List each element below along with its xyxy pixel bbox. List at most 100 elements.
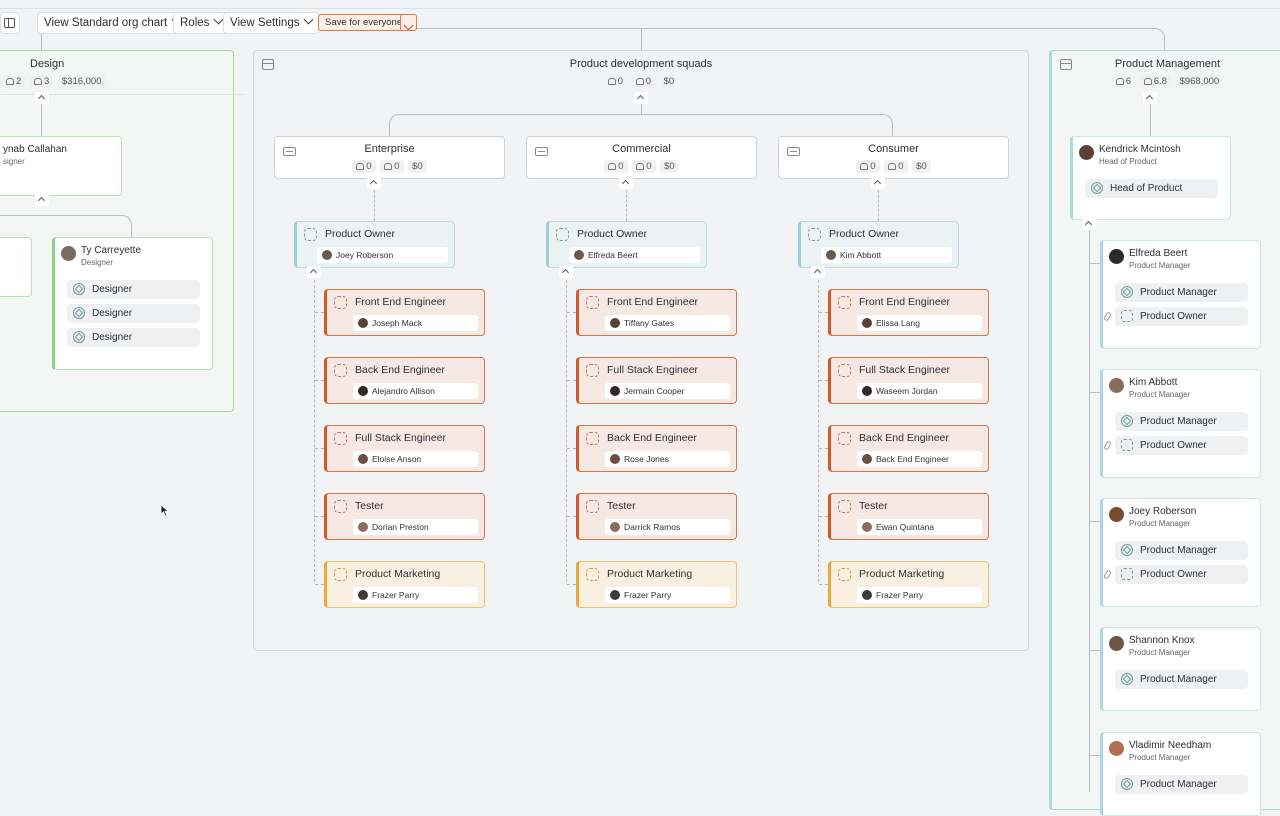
panel-icon[interactable] (1060, 59, 1072, 70)
team-2[interactable]: Consumer 0 0 $0 (778, 136, 1009, 179)
team-stats: 0 0 $0 (275, 160, 504, 173)
avatar (1109, 636, 1124, 651)
person-card-lead[interactable]: ynab Callahan signer (0, 136, 122, 196)
role-chip[interactable]: Head of Product (1085, 179, 1218, 198)
sidebar-toggle-button[interactable] (0, 12, 20, 34)
team-title: Enterprise (364, 143, 415, 155)
collapse-caret[interactable] (1082, 218, 1096, 230)
roles-dropdown[interactable]: Roles (173, 12, 230, 34)
role-chip[interactable]: Designer (67, 304, 200, 323)
role-card[interactable]: Product Marketing Frazer Parry (324, 561, 485, 608)
role-assignee[interactable]: Joey Roberson (317, 247, 448, 263)
role-assignee[interactable]: Jermain Cooper (605, 383, 730, 399)
person-card[interactable]: Joey Roberson Product Manager Product Man… (1100, 498, 1261, 607)
role-card-product-owner[interactable]: Product Owner Elfreda Beert (546, 221, 707, 268)
roles-label: Roles (180, 17, 210, 29)
role-icon (586, 364, 599, 377)
role-assignee[interactable]: Back End Engineer (857, 451, 982, 467)
role-card[interactable]: Back End Engineer Rose Jones (576, 425, 737, 472)
paperclip-icon (1103, 569, 1112, 580)
view-org-chart-dropdown[interactable]: View Standard org chart (37, 12, 188, 34)
connector (641, 104, 642, 114)
role-card[interactable]: Back End Engineer Alejandro Allison (324, 357, 485, 404)
view-settings-dropdown[interactable]: View Settings (223, 12, 320, 34)
role-chip[interactable]: Product Manager (1115, 670, 1248, 689)
role-card[interactable]: Product Marketing Frazer Parry (576, 561, 737, 608)
role-assignee[interactable]: Frazer Parry (605, 587, 730, 603)
role-card[interactable]: Full Stack Engineer Waseem Jordan (828, 357, 989, 404)
role-card[interactable]: Product Marketing Frazer Parry (828, 561, 989, 608)
collapse-caret[interactable] (619, 177, 633, 189)
role-chip[interactable]: Product Manager (1115, 283, 1248, 302)
person-card-partial[interactable] (0, 237, 32, 297)
collapse-icon[interactable] (787, 147, 800, 156)
role-card[interactable]: Tester Ewan Quintana (828, 493, 989, 540)
role-card[interactable]: Full Stack Engineer Eloise Anson (324, 425, 485, 472)
role-card[interactable]: Back End Engineer Back End Engineer (828, 425, 989, 472)
connector (1140, 28, 1165, 50)
role-chip[interactable]: Product Owner (1103, 307, 1248, 326)
role-assignee[interactable]: Rose Jones (605, 451, 730, 467)
role-assignee[interactable]: Darrick Ramos (605, 519, 730, 535)
role-card[interactable]: Front End Engineer Tiffany Gates (576, 289, 737, 336)
person-card-kendrick-mcintosh[interactable]: Kendrick Mcintosh Head of Product Head o… (1070, 136, 1231, 220)
person-card[interactable]: Vladimir Needham Product Manager Product … (1100, 732, 1261, 816)
cost-total: $0 (659, 75, 679, 88)
collapse-caret[interactable] (307, 266, 321, 278)
role-assignee[interactable]: Waseem Jordan (857, 383, 982, 399)
role-assignee[interactable]: Elfreda Beert (569, 247, 700, 263)
save-for-everyone-button[interactable]: Save for everyone (318, 14, 410, 31)
role-card[interactable]: Front End Engineer Joseph Mack (324, 289, 485, 336)
panel-icon[interactable] (262, 59, 274, 70)
role-assignee[interactable]: Elissa Lang (857, 315, 982, 331)
save-options-button[interactable] (400, 14, 417, 31)
roles-count: 3 (29, 75, 54, 88)
role-card[interactable]: Front End Engineer Elissa Lang (828, 289, 989, 336)
person-card[interactable]: Shannon Knox Product Manager Product Mana… (1100, 627, 1261, 711)
role-assignee[interactable]: Frazer Parry (353, 587, 478, 603)
role-chip[interactable]: Product Manager (1115, 775, 1248, 794)
team-0[interactable]: Enterprise 0 0 $0 (274, 136, 505, 179)
collapse-icon[interactable] (283, 147, 296, 156)
person-card[interactable]: Kim Abbott Product Manager Product Manage… (1100, 369, 1261, 478)
avatar (610, 318, 620, 328)
group-title: Design (30, 58, 65, 70)
collapse-caret[interactable] (559, 266, 573, 278)
team-1[interactable]: Commercial 0 0 $0 (526, 136, 757, 179)
role-assignee[interactable]: Joseph Mack (353, 315, 478, 331)
connector (1089, 230, 1090, 792)
role-card[interactable]: Tester Darrick Ramos (576, 493, 737, 540)
role-icon (808, 228, 821, 241)
person-card-ty-carreyette[interactable]: Ty Carreyette Designer Designer Designer… (52, 237, 213, 370)
role-assignee[interactable]: Tiffany Gates (605, 315, 730, 331)
role-title: Full Stack Engineer (355, 432, 447, 444)
collapse-caret[interactable] (35, 194, 49, 206)
role-icon (73, 283, 85, 295)
collapse-icon[interactable] (535, 147, 548, 156)
dashed-connector (626, 190, 627, 221)
role-icon (838, 364, 851, 377)
collapse-caret[interactable] (811, 266, 825, 278)
collapse-caret[interactable] (871, 177, 885, 189)
role-assignee[interactable]: Ewan Quintana (857, 519, 982, 535)
person-card[interactable]: Elfreda Beert Product Manager Product Man… (1100, 240, 1261, 349)
role-assignee[interactable]: Alejandro Allison (353, 383, 478, 399)
role-chip[interactable]: Designer (67, 328, 200, 347)
role-chip[interactable]: Designer (67, 280, 200, 299)
role-card-product-owner[interactable]: Product Owner Joey Roberson (294, 221, 455, 268)
role-assignee[interactable]: Dorian Preston (353, 519, 478, 535)
role-card-product-owner[interactable]: Product Owner Kim Abbott (798, 221, 959, 268)
collapse-caret[interactable] (634, 92, 648, 104)
role-chip[interactable]: Product Owner (1103, 565, 1248, 584)
role-chip[interactable]: Product Manager (1115, 541, 1248, 560)
collapse-caret[interactable] (1143, 92, 1157, 104)
role-assignee[interactable]: Kim Abbott (821, 247, 952, 263)
collapse-caret[interactable] (367, 177, 381, 189)
role-card[interactable]: Tester Dorian Preston (324, 493, 485, 540)
collapse-caret[interactable] (35, 92, 49, 104)
role-chip[interactable]: Product Manager (1115, 412, 1248, 431)
role-assignee[interactable]: Eloise Anson (353, 451, 478, 467)
role-chip[interactable]: Product Owner (1103, 436, 1248, 455)
role-assignee[interactable]: Frazer Parry (857, 587, 982, 603)
role-card[interactable]: Full Stack Engineer Jermain Cooper (576, 357, 737, 404)
